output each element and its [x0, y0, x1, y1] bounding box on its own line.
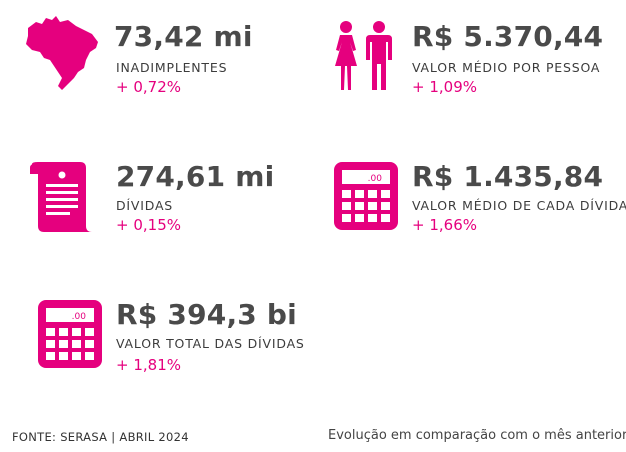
stat-label: INADIMPLENTES — [116, 60, 228, 75]
stat-label: DÍVIDAS — [116, 198, 174, 213]
stat-change: + 1,81% — [116, 356, 181, 374]
stat-change: + 0,72% — [116, 78, 181, 96]
stat-change: + 0,15% — [116, 216, 181, 234]
brazil-map-icon — [26, 16, 98, 90]
calculator-display: .00 — [72, 312, 87, 322]
stat-value: R$ 5.370,44 — [412, 20, 604, 53]
stat-change: + 1,09% — [412, 78, 477, 96]
stat-label: VALOR TOTAL DAS DÍVIDAS — [116, 336, 305, 351]
stat-value: 274,61 mi — [116, 160, 275, 193]
stat-change: + 1,66% — [412, 216, 477, 234]
calculator-icon: .00 — [38, 300, 102, 368]
people-icon — [335, 21, 392, 90]
stat-value: R$ 394,3 bi — [116, 298, 297, 331]
source-note: FONTE: SERASA | ABRIL 2024 — [12, 430, 189, 444]
calculator-icon: .00 — [334, 162, 398, 230]
stat-label: VALOR MÉDIO DE CADA DÍVIDA — [412, 198, 626, 213]
stat-value: 73,42 mi — [114, 20, 253, 53]
stat-value: R$ 1.435,84 — [412, 160, 604, 193]
stat-label: VALOR MÉDIO POR PESSOA — [412, 60, 601, 75]
comparison-note: Evolução em comparação com o mês anterio… — [328, 428, 626, 443]
calculator-display: .00 — [368, 174, 383, 184]
document-icon — [30, 162, 92, 232]
